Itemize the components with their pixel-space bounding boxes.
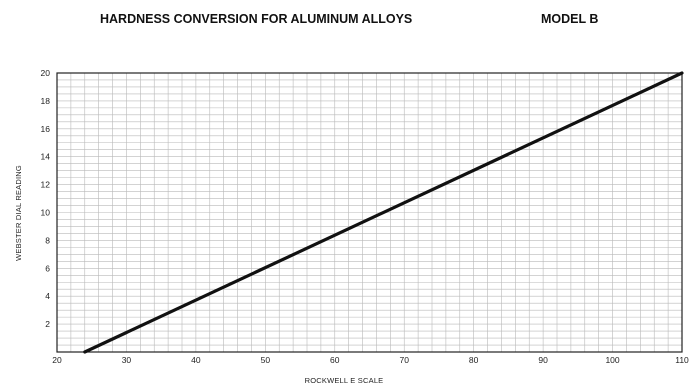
x-tick-label: 20	[52, 355, 62, 365]
y-tick-label: 6	[45, 263, 50, 273]
conversion-line	[83, 71, 684, 354]
y-tick-label: 16	[41, 124, 51, 134]
x-tick-label: 60	[330, 355, 340, 365]
x-tick-label: 50	[261, 355, 271, 365]
chart-title: HARDNESS CONVERSION FOR ALUMINUM ALLOYS	[100, 12, 412, 26]
x-tick-label: 40	[191, 355, 201, 365]
y-tick-labels: 2 4 6 8 10 12 14 16 18 20	[41, 68, 51, 329]
y-tick-label: 20	[41, 68, 51, 78]
x-tick-labels: 20 30 40 50 60 70 80 90 100 110	[52, 355, 689, 365]
x-tick-label: 90	[538, 355, 548, 365]
x-tick-label: 100	[605, 355, 619, 365]
x-tick-label: 70	[399, 355, 409, 365]
x-tick-label: 80	[469, 355, 479, 365]
y-tick-label: 10	[41, 208, 51, 218]
x-axis-label: ROCKWELL E SCALE	[305, 376, 384, 385]
y-tick-label: 12	[41, 180, 51, 190]
y-tick-label: 8	[45, 235, 50, 245]
y-tick-label: 18	[41, 96, 51, 106]
y-tick-label: 4	[45, 291, 50, 301]
x-tick-label: 30	[122, 355, 132, 365]
series-layer	[83, 71, 684, 354]
y-tick-label: 14	[41, 152, 51, 162]
y-axis-label: WEBSTER DIAL READING	[14, 165, 23, 261]
x-tick-label: 110	[675, 355, 689, 365]
chart-subtitle: MODEL B	[541, 12, 598, 26]
plot-frame	[56, 72, 683, 353]
y-tick-label: 2	[45, 319, 50, 329]
grid	[57, 73, 682, 352]
